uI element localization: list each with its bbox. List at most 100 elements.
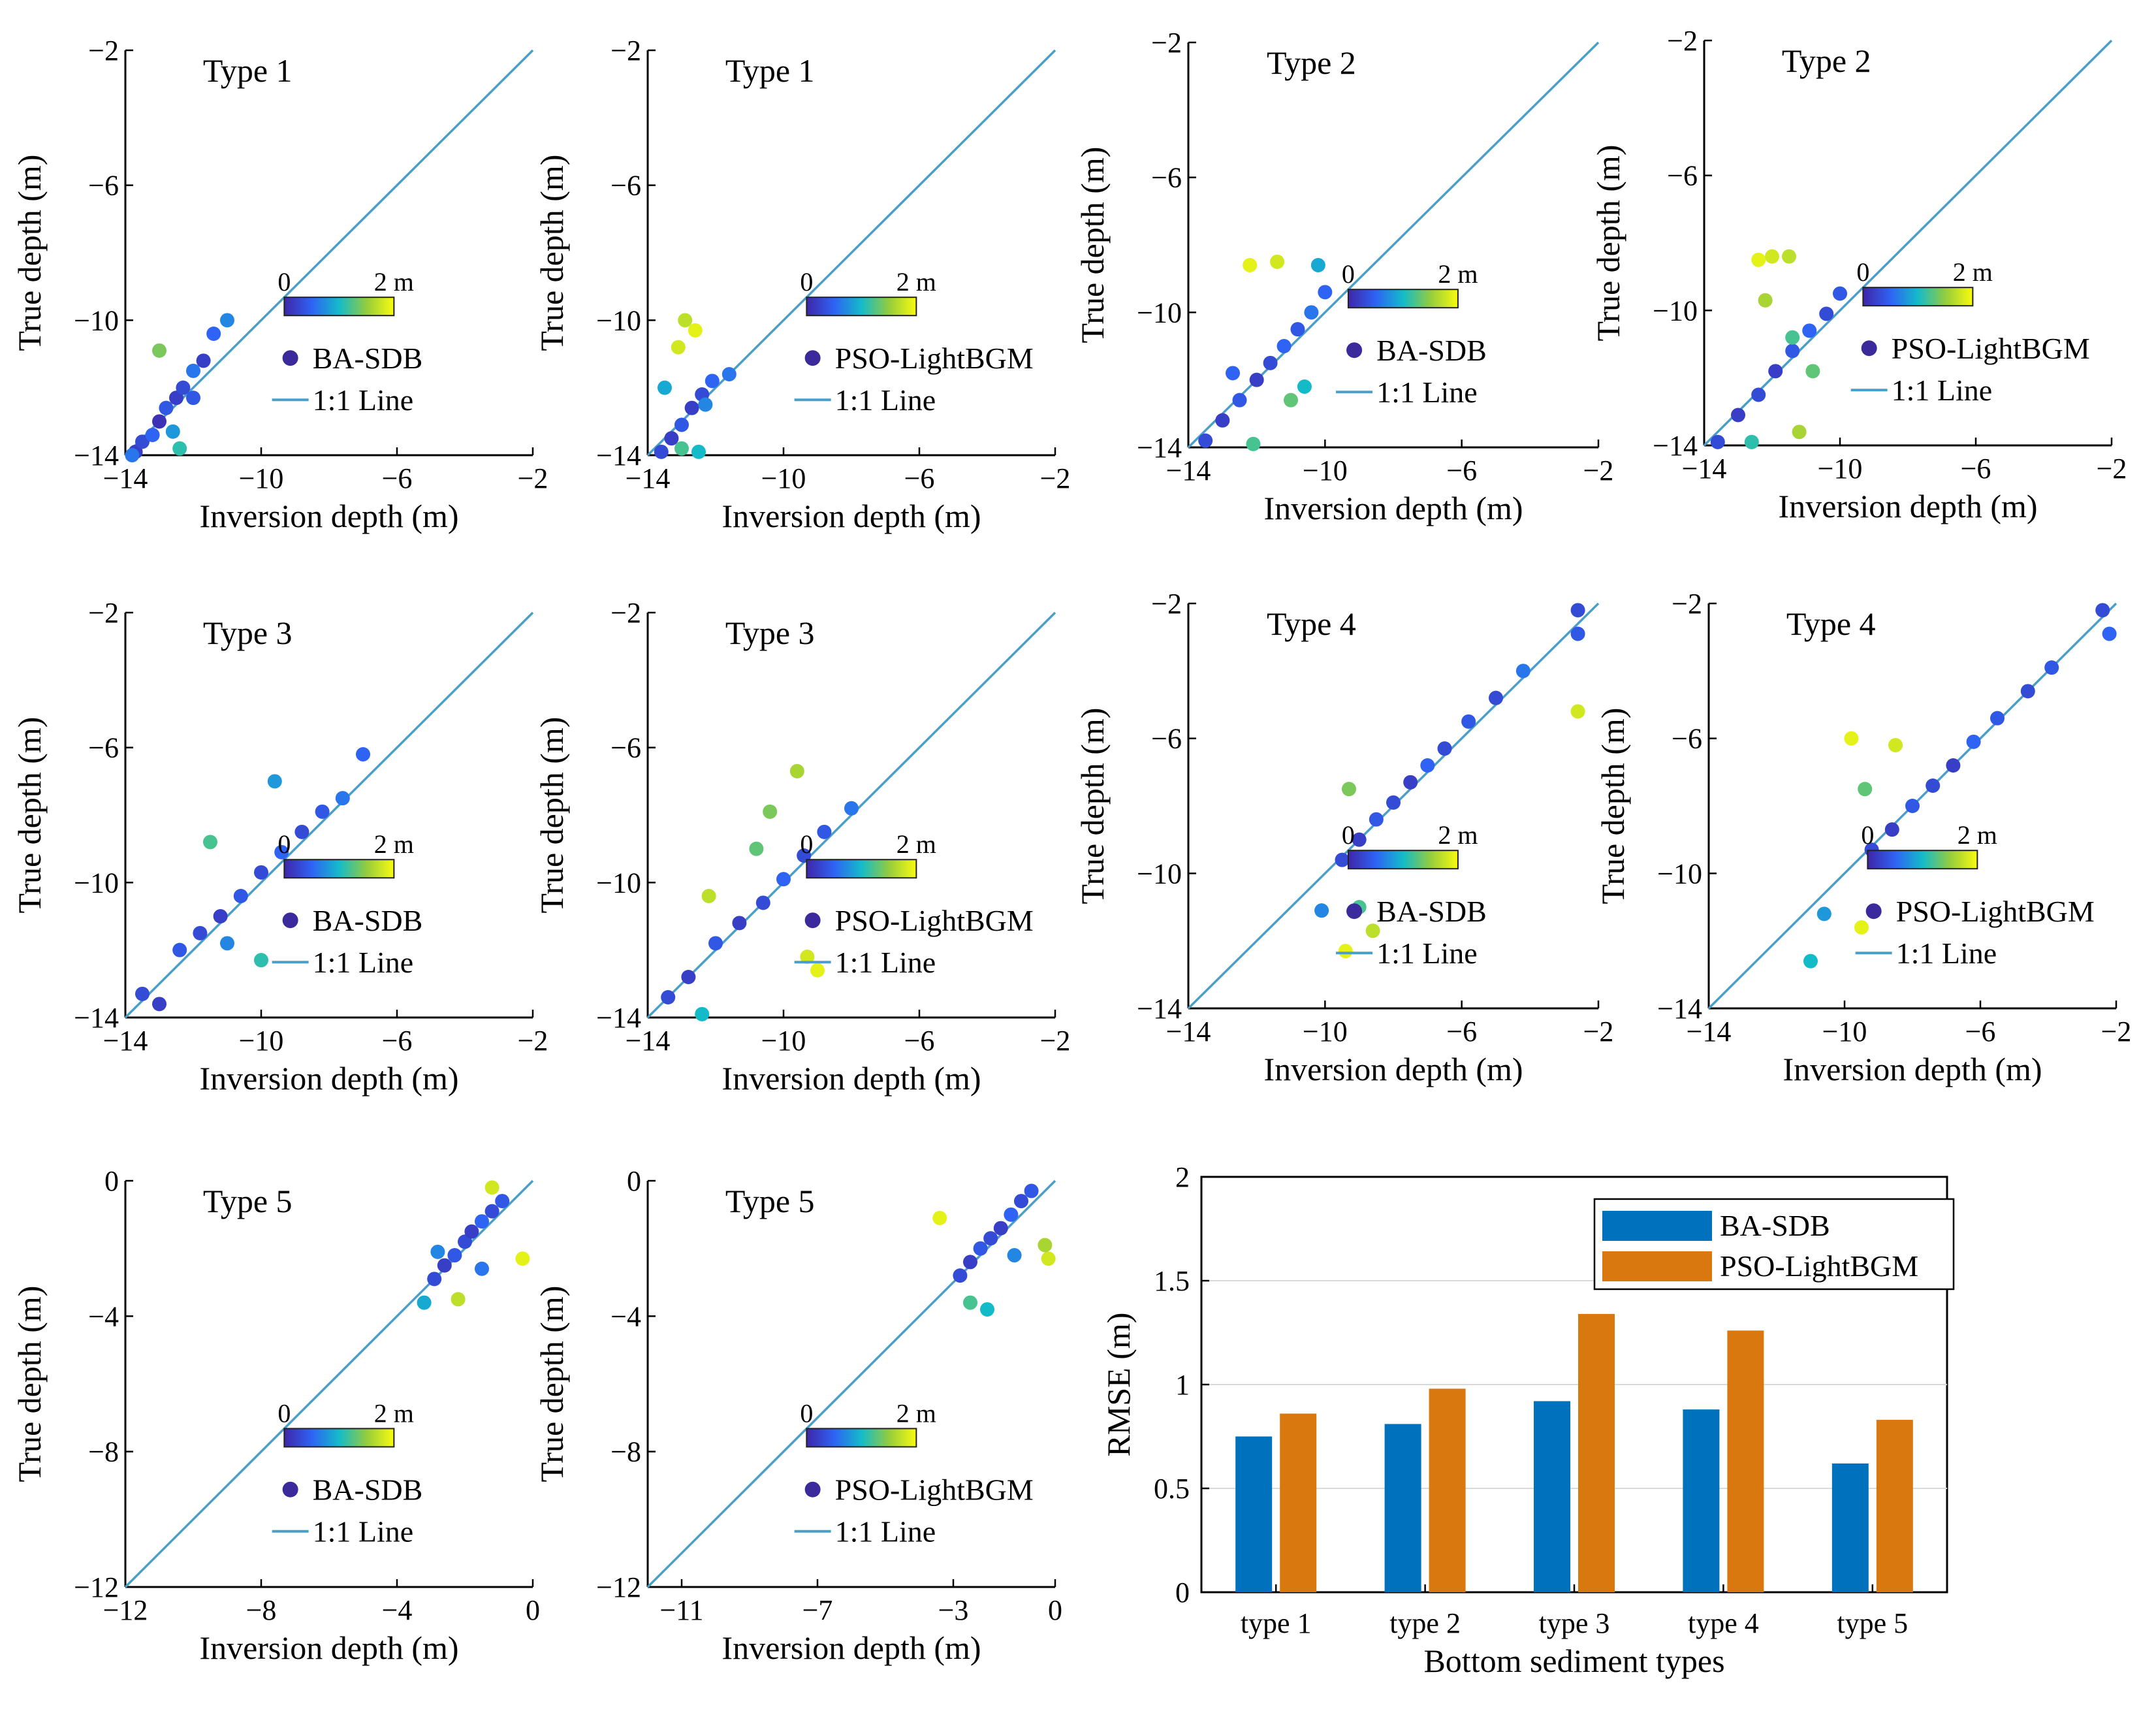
colorbar-max-label: 2 m [374,267,414,297]
colorbar-min-label: 0 [277,829,291,859]
data-point [755,895,770,910]
x-tick-label: −14 [103,462,148,494]
legend-line-label: 1:1 Line [313,383,414,417]
data-point [213,909,228,923]
data-point [145,428,160,442]
data-point [294,824,309,839]
data-point [763,804,778,819]
legend-swatch [1602,1211,1712,1241]
colorbar [806,1428,917,1448]
data-point [1041,1251,1056,1266]
y-tick-label: −2 [1667,25,1698,57]
data-point [447,1248,462,1263]
data-point [176,380,191,395]
colorbar [283,1428,395,1448]
panel-title: Type 3 [725,615,815,651]
data-point [1461,714,1476,729]
y-tick-label: −10 [1657,858,1702,890]
colorbar-max-label: 2 m [1438,820,1478,850]
one-to-one-line [1703,39,2113,447]
data-point [484,1180,499,1195]
x-tick-label: −8 [246,1594,277,1626]
bar-pso-lightbgm [1727,1330,1764,1592]
data-point [684,400,699,415]
y-tick-label: −14 [1657,993,1702,1025]
scatter-panel-9: −12 −8 −4 0 −12 −8 −4 0 Inversion depth (m) True … [11,1165,540,1666]
legend-line-label: 1:1 Line [1896,937,1997,970]
y-tick-label: −6 [610,732,641,764]
x-tick-label: −10 [239,462,284,494]
y-tick-label: −2 [1151,588,1182,620]
data-point [159,400,174,415]
y-axis-label: True depth (m) [533,717,570,914]
data-point [1338,944,1353,959]
x-axis-label: Inversion depth (m) [199,1060,458,1097]
y-tick-label: −14 [596,1002,641,1034]
bar-ba-sdb [1831,1463,1869,1592]
data-point [654,444,669,459]
data-point [1819,306,1834,321]
bar-ba-sdb [1384,1424,1421,1592]
colorbar-max-label: 2 m [1438,259,1478,289]
y-axis-label: True depth (m) [1594,708,1631,905]
scatter-panel-10: −11 −7 −3 0 −12 −8 −4 0 Inversion depth (m) True … [533,1165,1062,1666]
y-tick-label: −2 [610,597,641,629]
scatter-panel-2: −14 −10 −6 −2 −14 −10 −6 −2 Inversion depth (m) T… [533,35,1070,534]
x-tick-label: type 5 [1837,1607,1908,1639]
y-tick-label: 0.5 [1154,1473,1190,1505]
data-point [973,1241,988,1256]
data-point [1314,903,1329,918]
data-point [1854,920,1869,935]
x-axis-label: Inversion depth (m) [1263,490,1523,526]
data-point [1785,330,1800,345]
data-point [776,872,791,887]
data-point [1386,795,1401,810]
data-point [1232,393,1247,408]
x-tick-label: −6 [904,462,935,494]
data-point [681,970,696,984]
data-point [1038,1238,1053,1253]
data-point [356,747,370,761]
y-tick-label: −2 [1151,27,1182,59]
legend-marker [1861,340,1877,357]
data-point [1420,758,1435,773]
panel-title: Type 2 [1782,42,1871,79]
data-point [1198,433,1213,448]
scatter-panel-3: −14 −10 −6 −2 −14 −10 −6 −2 Inversion depth (m) T… [1074,27,1613,526]
legend-series-label: PSO-LightBGM [835,342,1034,375]
y-axis-label: True depth (m) [533,1286,570,1483]
panel-title: Type 4 [1786,605,1876,642]
data-point [1352,832,1367,847]
data-point [993,1221,1008,1236]
data-point [1489,690,1503,705]
x-tick-label: −14 [1166,1016,1211,1048]
bar-ba-sdb [1683,1409,1720,1592]
y-tick-label: −12 [596,1571,641,1603]
data-point [701,889,716,903]
data-point [515,1251,530,1266]
y-tick-label: −14 [1653,430,1698,462]
colorbar-max-label: 2 m [1953,257,1993,287]
bar-ba-sdb [1534,1401,1570,1592]
data-point [658,380,672,395]
data-point [1263,355,1278,370]
data-point [963,1255,977,1270]
data-point [203,835,217,850]
y-tick-label: −12 [74,1571,119,1603]
data-point [2102,626,2117,641]
colorbar-min-label: 0 [800,267,813,297]
legend-line-label: 1:1 Line [1892,374,1993,407]
y-tick-label: −8 [88,1436,119,1468]
x-axis-label: Inversion depth (m) [1263,1051,1523,1087]
data-point [1369,812,1384,827]
data-point [661,990,676,1004]
y-tick-label: −10 [596,304,641,336]
legend-marker [1865,903,1882,920]
data-point [152,997,166,1012]
y-tick-label: −6 [610,170,641,202]
x-tick-label: −3 [938,1594,969,1626]
legend-series-label: BA-SDB [1376,334,1487,367]
data-point [1744,434,1759,449]
data-point [1946,758,1961,773]
y-tick-label: −10 [74,867,119,899]
